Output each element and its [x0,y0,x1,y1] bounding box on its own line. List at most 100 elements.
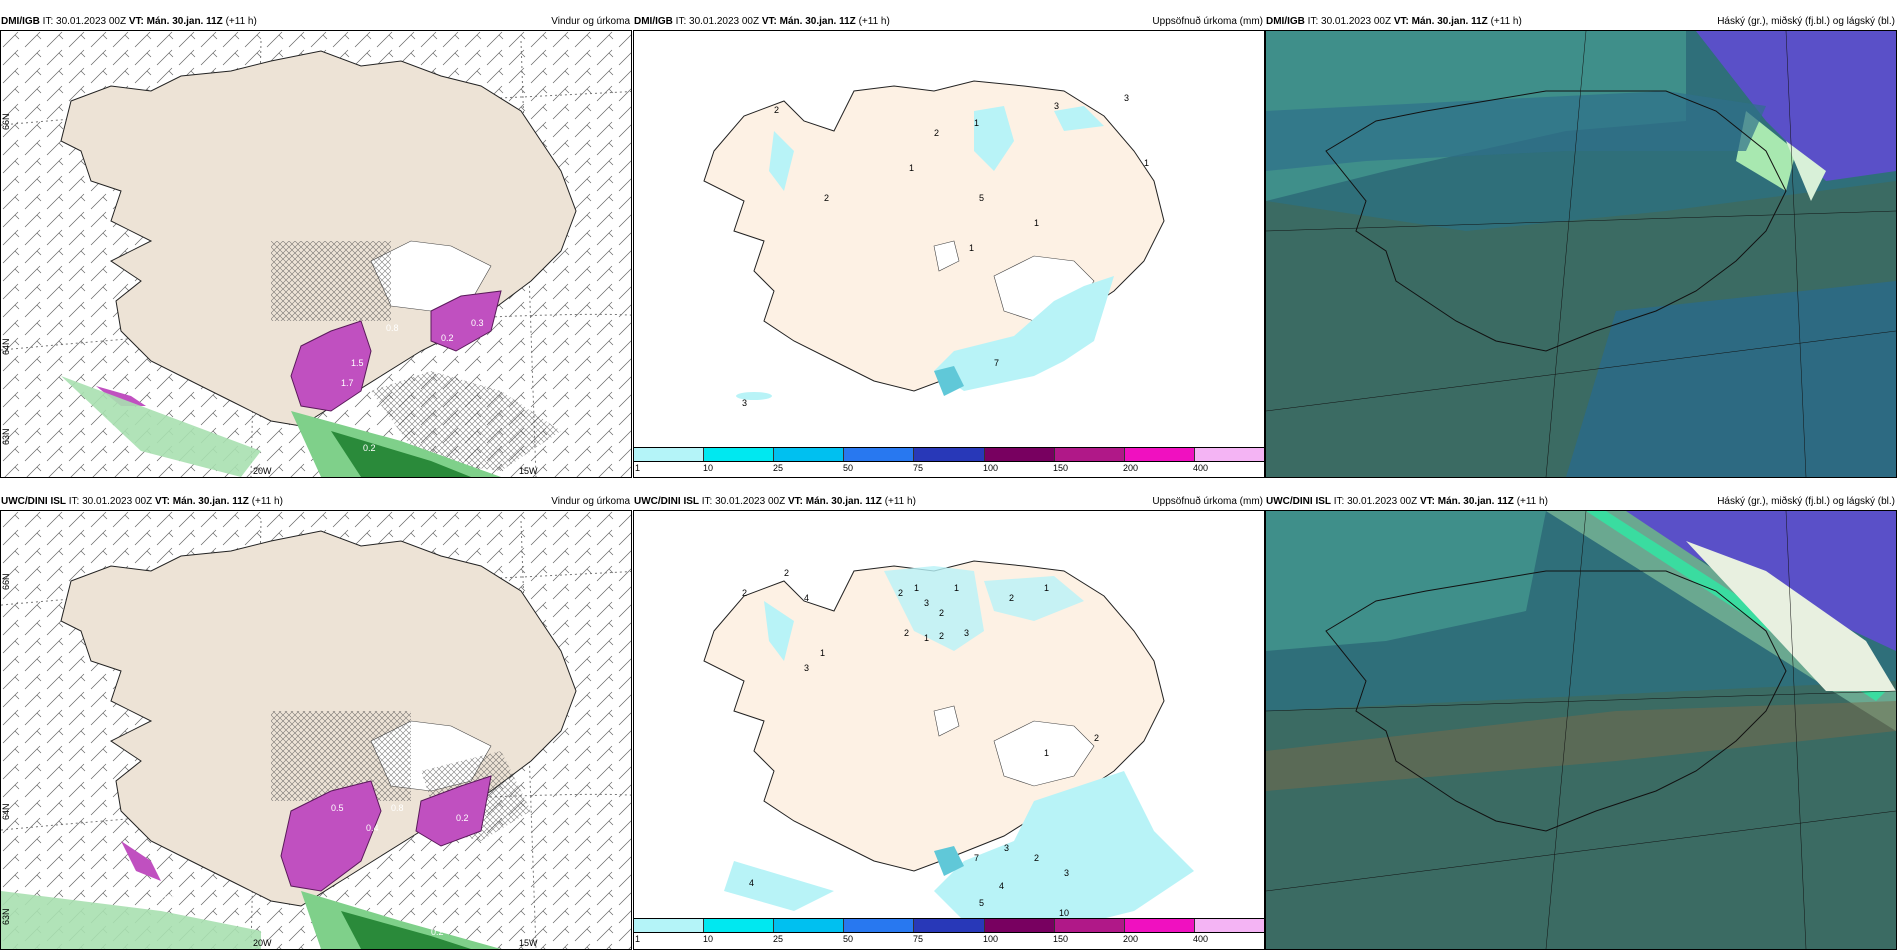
product-name: Uppsöfnuð úrkoma (mm) [1152,496,1263,507]
valid-time: Mán. 30.jan. 11Z [805,496,882,507]
product-name: Vindur og úrkoma [551,16,630,27]
precip-label: 3 [742,398,747,408]
wind-value: 0.3 [421,885,434,895]
colorbar-tick: 1 [635,934,641,944]
colorbar-tick: 150 [1053,934,1069,944]
precip-label: 1 [969,243,974,253]
lon-label: 15W [519,938,538,948]
wind-value: 0.5 [331,803,344,813]
precip-label: 3 [1064,868,1069,878]
colorbar-swatch [1124,448,1195,461]
lat-label: 66N [1,573,11,590]
valid-time: Mán. 30.jan. 11Z [146,16,223,27]
precip-label: 1 [914,583,919,593]
colorbar-swatch [844,448,915,461]
colorbar-swatch [634,919,705,932]
colorbar-swatch [704,448,775,461]
model-name: DMI/IGB [1266,16,1305,27]
panel-title: UWC/DINI ISL IT: 30.01.2023 00Z VT: Mán.… [0,494,634,510]
precip-label: 3 [1054,101,1059,111]
colorbar-swatch [774,448,845,461]
precip-label: 1 [974,118,979,128]
valid-time: Mán. 30.jan. 11Z [172,496,249,507]
precip-label: 3 [804,663,809,673]
lead-time: (+11 h) [884,496,916,507]
precip-label: 2 [774,105,779,115]
wind-map: 0.2 0.4 0.5 0.3 0.2 0.8 0.5 0.2 66N 64N … [0,510,632,950]
wind-value: 0.2 [161,893,174,903]
wind-value: 0.8 [386,323,399,333]
wind-value: 0.8 [391,803,404,813]
lat-label: 63N [1,908,11,925]
model-name: UWC/DINI ISL [1,496,66,507]
colorbar-swatch [704,919,775,932]
init-time: 30.01.2023 00Z [1347,496,1418,507]
colorbar-tick: 400 [1193,463,1209,473]
colorbar-tick: 10 [703,463,714,473]
precip-label: 4 [749,878,754,888]
model-name: DMI/IGB [634,16,673,27]
lead-time: (+11 h) [1490,16,1522,27]
lon-label: 15W [519,466,538,476]
panel-title: DMI/IGB IT: 30.01.2023 00Z VT: Mán. 30.j… [1265,14,1899,30]
init-time: 30.01.2023 00Z [56,16,127,27]
colorbar-swatch [914,919,985,932]
valid-time: Mán. 30.jan. 11Z [779,16,856,27]
precip-colorbar [633,447,1265,462]
panel-wind-top: DMI/IGB IT: 30.01.2023 00Z VT: Mán. 30.j… [0,14,634,478]
wind-value: 0.2 [431,927,444,937]
precip-map: 2 3 2 1 2 1 3 1 1 5 1 7 3 [633,30,1265,478]
precip-label: 3 [924,598,929,608]
panel-title: UWC/DINI ISL IT: 30.01.2023 00Z VT: Mán.… [1265,494,1899,510]
colorbar-tick: 1 [635,463,641,473]
init-time: 30.01.2023 00Z [715,496,786,507]
lon-label: 20W [253,466,272,476]
precip-label: 4 [999,881,1004,891]
colorbar-tick: 50 [843,934,854,944]
colorbar-swatch [1194,919,1264,932]
precip-label: 3 [1124,93,1129,103]
cloud-map [1265,30,1897,478]
precip-label: 2 [898,588,903,598]
wind-value: 0.4 [366,823,379,833]
precip-label: 1 [909,163,914,173]
lat-label: 66N [1,113,11,130]
product-name: Uppsöfnuð úrkoma (mm) [1152,16,1263,27]
colorbar-swatch [844,919,915,932]
colorbar-tick: 200 [1123,463,1139,473]
lead-time: (+11 h) [858,16,890,27]
colorbar-tick: 25 [773,463,784,473]
panel-precip-top: DMI/IGB IT: 30.01.2023 00Z VT: Mán. 30.j… [633,14,1267,478]
init-time: 30.01.2023 00Z [1321,16,1392,27]
colorbar-tick: 10 [703,934,714,944]
precip-label: 5 [979,193,984,203]
product-name: Háský (gr.), miðský (fj.bl.) og lágský (… [1717,496,1895,507]
precip-label: 2 [1094,733,1099,743]
wind-value: 1.7 [341,378,354,388]
cloud-map [1265,510,1897,950]
lat-label: 64N [1,338,11,355]
wind-value: 0.2 [363,443,376,453]
colorbar-swatch [634,448,705,461]
precip-label: 1 [924,633,929,643]
colorbar-swatch [774,919,845,932]
wind-value: 0.2 [456,813,469,823]
precip-label: 2 [934,128,939,138]
precip-map: 2 4 3 1 2 2 1 3 2 2 2 1 1 3 2 1 7 3 2 4 … [633,510,1265,950]
precip-label: 1 [1144,158,1149,168]
wind-value: 0.3 [471,318,484,328]
colorbar-ticks: 1 10 25 50 75 100 150 200 400 [633,463,1265,475]
lead-time: (+11 h) [225,16,257,27]
colorbar-tick: 400 [1193,934,1209,944]
precip-label: 1 [1044,748,1049,758]
lat-label: 64N [1,803,11,820]
colorbar-tick: 25 [773,934,784,944]
precip-label: 2 [742,588,747,598]
colorbar-tick: 100 [983,934,999,944]
colorbar-tick: 75 [913,934,924,944]
product-name: Háský (gr.), miðský (fj.bl.) og lágský (… [1717,16,1895,27]
precip-label: 1 [954,583,959,593]
precip-label: 2 [904,628,909,638]
wind-map: 0.2 1.7 0.8 0.3 1.5 0.2 66N 64N 63N 20W … [0,30,632,478]
model-name: DMI/IGB [1,16,40,27]
